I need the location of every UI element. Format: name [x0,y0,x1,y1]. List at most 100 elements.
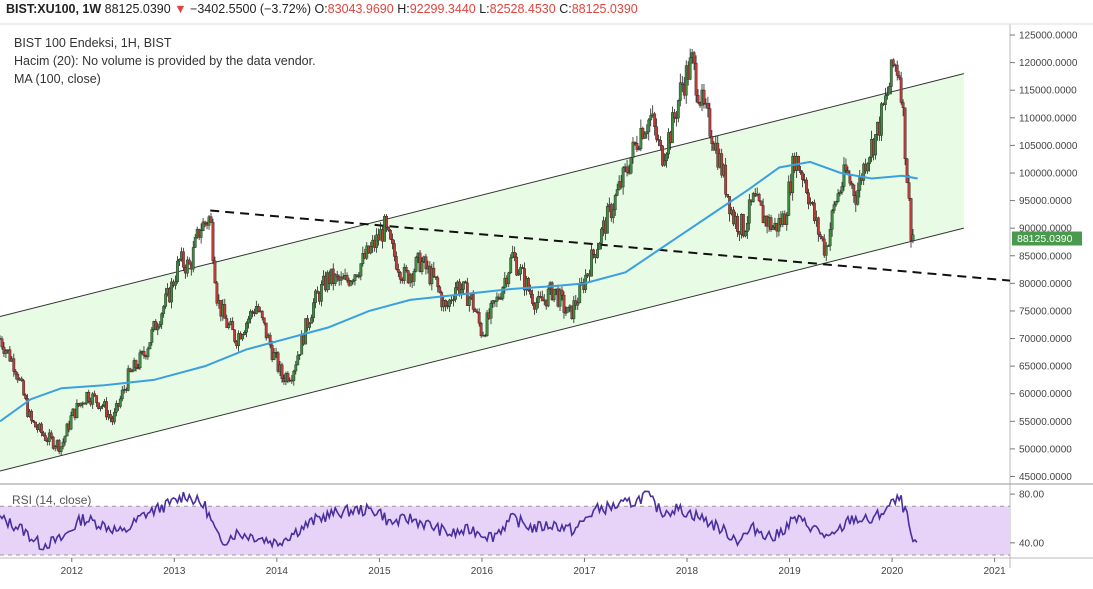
channel-fill [0,73,964,471]
candle-body [552,289,556,301]
candle-body [249,311,252,320]
candle-body [146,348,150,358]
candle-body [20,378,24,381]
x-tick-label: 2014 [266,566,289,577]
candle-body [296,355,300,366]
candle-body [0,338,4,348]
candle-body [629,157,633,174]
down-arrow-icon: ▼ [174,2,187,16]
candle-body [306,318,310,328]
candle-body [866,163,870,172]
candle-body [742,214,745,237]
candle-body [223,304,227,319]
candle-body [818,234,822,237]
legend-ma[interactable]: MA (100, close) [14,72,101,86]
candle-body [8,349,12,362]
candle-body [247,318,250,324]
candle-body [448,299,451,307]
candle-body [473,309,477,312]
candle-body [385,215,388,228]
candle-body [485,312,489,336]
candle-body [840,186,844,193]
candle-body [838,192,842,194]
candle-body [852,184,856,196]
candle-body [59,446,63,452]
candle-body [130,370,134,373]
rsi-legend[interactable]: RSI (14, close) [12,493,92,507]
candle-body [185,259,189,274]
candle-body [887,86,891,95]
candle-body [128,368,132,372]
candle-body [69,415,73,430]
candle-body [101,405,104,407]
candle-body [641,127,645,139]
candle-body [830,210,834,230]
candle-body [353,274,357,281]
rsi-tick-label: 80.00 [1019,490,1044,501]
candle-body [404,266,408,271]
candle-body [292,370,296,381]
candle-body [114,403,118,413]
candle-body [245,322,248,333]
candle-body [118,398,122,407]
candle-body [501,287,505,299]
candle-body [454,287,457,300]
candle-body [178,259,181,262]
candle-body [911,234,915,241]
candle-body [227,324,231,328]
legend-series-name[interactable]: BIST 100 Endeksi, 1H, BIST [14,36,172,50]
candle-body [759,200,763,206]
y-tick-label: 115000.0000 [1019,86,1077,97]
y-tick-label: 100000.0000 [1019,168,1078,179]
candle-body [87,392,91,402]
candle-body [260,310,264,319]
candle-body [560,289,564,296]
last-price-tag [1012,231,1082,246]
candle-body [461,281,465,290]
candle-body [592,249,595,255]
candle-body [785,215,789,225]
candle-body [251,311,254,313]
candle-body [75,402,79,419]
y-tick-label: 90000.0000 [1019,224,1072,235]
candle-body [225,318,229,328]
legend-volume-note[interactable]: Hacim (20): No volume is provided by the… [14,54,316,68]
candle-body [187,259,191,265]
open-value: 83043.9690 [327,2,394,16]
candle-body [49,432,53,438]
candle-body [142,351,146,356]
rsi-tick-label: 40.00 [1019,538,1044,549]
candle-body [12,358,16,372]
candle-body [463,281,467,284]
candle-body [477,312,481,324]
candle-body [4,350,8,354]
y-tick-label: 110000.0000 [1019,113,1077,124]
candle-body [665,153,668,162]
candle-body [16,374,20,381]
candle-body [791,155,795,194]
candle-body [868,157,872,164]
candle-body [105,401,108,418]
candle-body [452,299,455,301]
candle-body [479,323,483,336]
candle-body [243,332,246,335]
candle-body [850,182,854,186]
candle-body [99,406,102,409]
candle-body [314,290,317,303]
candle-body [590,249,593,277]
candle-body [653,113,657,127]
candle-body [676,100,680,119]
candle-body [745,222,749,232]
x-tick-label: 2017 [573,566,596,577]
candle-body [495,296,499,302]
candle-body [828,229,832,246]
x-tick-label: 2018 [676,566,699,577]
candle-body [824,245,828,256]
candle-body [848,174,852,184]
candle-body [663,160,666,166]
symbol-name[interactable]: BIST:XU100, 1W [6,2,102,16]
candle-body [576,302,580,306]
last-price: 88125.0390 [104,2,171,16]
candle-body [402,266,406,281]
